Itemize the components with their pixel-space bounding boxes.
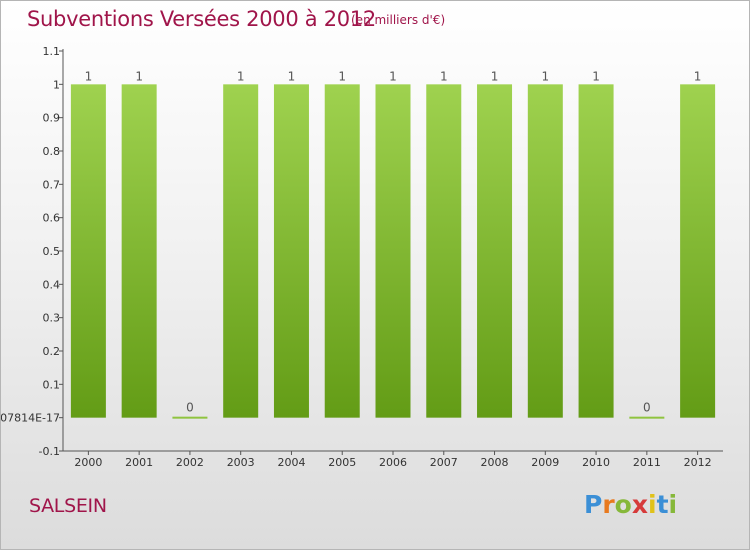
x-tick-label: 2012	[684, 456, 712, 469]
y-tick-label: 0.9	[43, 112, 61, 125]
chart-title: Subventions Versées 2000 à 2012	[27, 7, 376, 31]
x-tick-label: 2011	[633, 456, 661, 469]
x-tick-label: 2008	[481, 456, 509, 469]
y-tick-label: -0.1	[39, 445, 60, 458]
bar	[527, 84, 563, 418]
data-label: 1	[694, 69, 702, 83]
chart-axes	[59, 49, 723, 455]
bar	[121, 84, 157, 418]
bar	[273, 84, 309, 418]
data-label: 1	[389, 69, 397, 83]
logo-letter: P	[584, 490, 603, 519]
logo-letter: o	[614, 490, 632, 519]
chart-labels: -0.1 07814E-17 0.1 0.2 0.3 0.4 0.5 0.6 0.7 0.8 0.9…	[1, 45, 712, 469]
bar	[629, 416, 665, 419]
x-tick-label: 2004	[277, 456, 305, 469]
proxiti-logo: Proxiti	[584, 490, 677, 519]
data-label: 1	[237, 69, 245, 83]
y-tick-label: 07814E-17	[1, 412, 60, 425]
x-tick-label: 2005	[328, 456, 356, 469]
data-label: 1	[592, 69, 600, 83]
x-tick-label: 2001	[125, 456, 153, 469]
bar	[426, 84, 462, 418]
y-tick-label: 0.1	[43, 378, 61, 391]
data-label: 1	[288, 69, 296, 83]
logo-letter: t	[656, 490, 669, 519]
bar	[375, 84, 411, 418]
y-tick-label: 0.7	[43, 178, 61, 191]
bar	[70, 84, 106, 418]
y-tick-label: 0.5	[43, 245, 61, 258]
data-label: 1	[541, 69, 549, 83]
y-tick-label: 0.4	[43, 278, 61, 291]
data-label: 1	[135, 69, 143, 83]
bar	[324, 84, 360, 418]
data-label: 0	[643, 401, 651, 415]
bar	[477, 84, 513, 418]
bar	[172, 416, 208, 419]
bar	[680, 84, 716, 418]
y-tick-label: 1	[53, 78, 60, 91]
data-label: 1	[338, 69, 346, 83]
commune-name: SALSEIN	[29, 495, 107, 517]
logo-letter: r	[602, 490, 615, 519]
logo-letter: x	[631, 490, 648, 519]
bar	[223, 84, 259, 418]
y-tick-label: 1.1	[43, 45, 61, 58]
unit-label: (en milliers d'€)	[351, 13, 446, 27]
x-tick-label: 2010	[582, 456, 610, 469]
logo-letter: i	[668, 490, 678, 519]
logo-letter: i	[648, 490, 657, 519]
x-tick-label: 2002	[176, 456, 204, 469]
data-label: 0	[186, 401, 194, 415]
y-tick-label: 0.2	[43, 345, 61, 358]
data-label: 1	[440, 69, 448, 83]
data-label: 1	[491, 69, 499, 83]
bar	[578, 84, 614, 418]
x-tick-label: 2007	[430, 456, 458, 469]
data-label: 1	[85, 69, 93, 83]
x-tick-label: 2006	[379, 456, 407, 469]
y-tick-label: 0.3	[43, 312, 61, 325]
chart-bars	[70, 84, 716, 419]
x-tick-label: 2000	[74, 456, 102, 469]
x-tick-label: 2009	[531, 456, 559, 469]
x-tick-label: 2003	[227, 456, 255, 469]
y-tick-label: 0.8	[43, 145, 61, 158]
y-tick-label: 0.6	[43, 212, 61, 225]
